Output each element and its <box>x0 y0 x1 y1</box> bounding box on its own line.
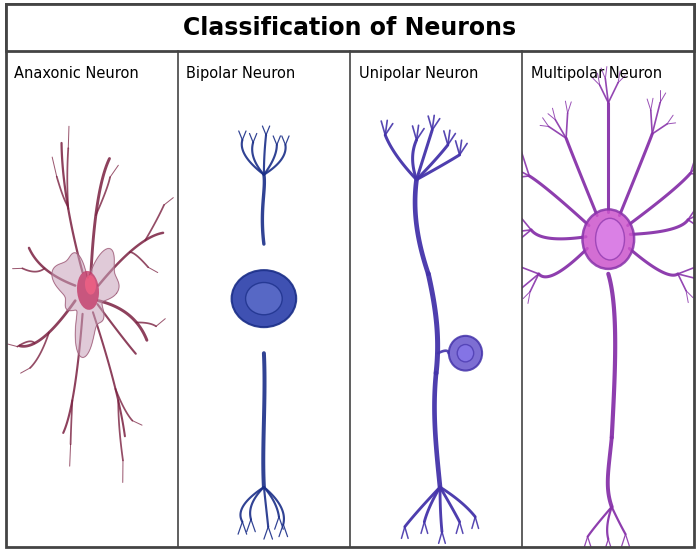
Ellipse shape <box>457 344 474 362</box>
Circle shape <box>596 218 624 260</box>
Ellipse shape <box>85 275 96 295</box>
Text: Bipolar Neuron: Bipolar Neuron <box>186 66 295 80</box>
Ellipse shape <box>246 283 282 315</box>
Ellipse shape <box>77 271 99 310</box>
Polygon shape <box>52 249 119 358</box>
Ellipse shape <box>449 336 482 371</box>
Ellipse shape <box>232 270 296 327</box>
Ellipse shape <box>582 209 634 269</box>
Text: Classification of Neurons: Classification of Neurons <box>183 15 517 40</box>
Text: Anaxonic Neuron: Anaxonic Neuron <box>14 66 139 80</box>
Text: Unipolar Neuron: Unipolar Neuron <box>358 66 478 80</box>
Text: Multipolar Neuron: Multipolar Neuron <box>531 66 662 80</box>
